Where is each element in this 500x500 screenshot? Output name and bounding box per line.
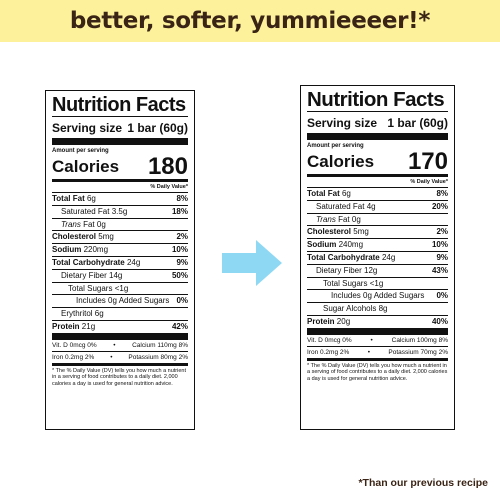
vitamin-row: Vit. D 0mcg 0% • Calcium 100mg 8% <box>307 336 448 344</box>
header-banner: better, softer, yummieeeer!* <box>0 0 500 42</box>
nutrient-row: Saturated Fat 4g 20% <box>307 199 448 213</box>
nutrient-row: Trans Fat 0g <box>52 217 188 231</box>
daily-value-header: % Daily Value* <box>150 184 188 190</box>
comparison-footnote: *Than our previous recipe <box>358 477 488 489</box>
nutrient-row: Total Fat 6g 8% <box>52 192 188 203</box>
arrow-right-icon <box>222 240 282 286</box>
serving-size: Serving size 1 bar (60g) <box>307 116 448 130</box>
daily-value-header: % Daily Value* <box>410 179 448 185</box>
label-title: Nutrition Facts <box>307 88 445 111</box>
nutrient-row: Includes 0g Added Sugars 0% <box>52 294 188 307</box>
nutrient-row: Total Fat 6g 8% <box>307 187 448 198</box>
nutrient-row: Total Carbohydrate 24g 9% <box>52 255 188 267</box>
nutrient-row: Protein 20g 40% <box>307 314 448 326</box>
nutrient-row: Sodium 240mg 10% <box>307 238 448 250</box>
vitamin-row: Vit. D 0mcg 0% • Calcium 110mg 8% <box>52 341 188 349</box>
nutrient-row: Total Sugars <1g <box>307 276 448 290</box>
nutrient-row: Protein 21g 42% <box>52 319 188 331</box>
nutrient-row: Total Sugars <1g <box>52 281 188 295</box>
nutrient-row: Saturated Fat 3.5g 18% <box>52 204 188 218</box>
nutrient-row: Sugar Alcohols 8g <box>307 302 448 315</box>
amount-per-serving: Amount per serving <box>307 143 364 149</box>
calories-row: Calories 180 <box>52 153 188 180</box>
footnote: * The % Daily Value (DV) tells you how m… <box>52 367 186 387</box>
vitamin-row: Iron 0.2mg 2% • Potassium 80mg 2% <box>52 353 188 361</box>
footnote: * The % Daily Value (DV) tells you how m… <box>307 362 448 382</box>
banner-headline: better, softer, yummieeeer!* <box>69 8 431 34</box>
serving-size: Serving size 1 bar (60g) <box>52 121 188 135</box>
nutrient-row: Dietary Fiber 14g 50% <box>52 268 188 282</box>
nutrient-row: Cholesterol 5mg 2% <box>307 225 448 237</box>
amount-per-serving: Amount per serving <box>52 148 109 154</box>
nutrient-row: Erythritol 6g <box>52 307 188 320</box>
nutrient-row: Dietary Fiber 12g 43% <box>307 263 448 277</box>
nutrient-row: Cholesterol 5mg 2% <box>52 230 188 242</box>
nutrient-row: Includes 0g Added Sugars 0% <box>307 289 448 302</box>
vitamin-row: Iron 0.2mg 2% • Potassium 70mg 2% <box>307 348 448 356</box>
label-title: Nutrition Facts <box>52 94 186 116</box>
calories-row: Calories 170 <box>307 148 448 175</box>
calories-value: 170 <box>407 148 448 175</box>
calories-value: 180 <box>147 153 188 180</box>
nutrition-label-new: Nutrition Facts Serving size 1 bar (60g)… <box>300 85 455 430</box>
nutrient-row: Sodium 220mg 10% <box>52 243 188 255</box>
nutrition-label-previous: Nutrition Facts Serving size 1 bar (60g)… <box>45 90 195 430</box>
nutrient-row: Trans Fat 0g <box>307 212 448 226</box>
nutrient-row: Total Carbohydrate 24g 9% <box>307 250 448 262</box>
